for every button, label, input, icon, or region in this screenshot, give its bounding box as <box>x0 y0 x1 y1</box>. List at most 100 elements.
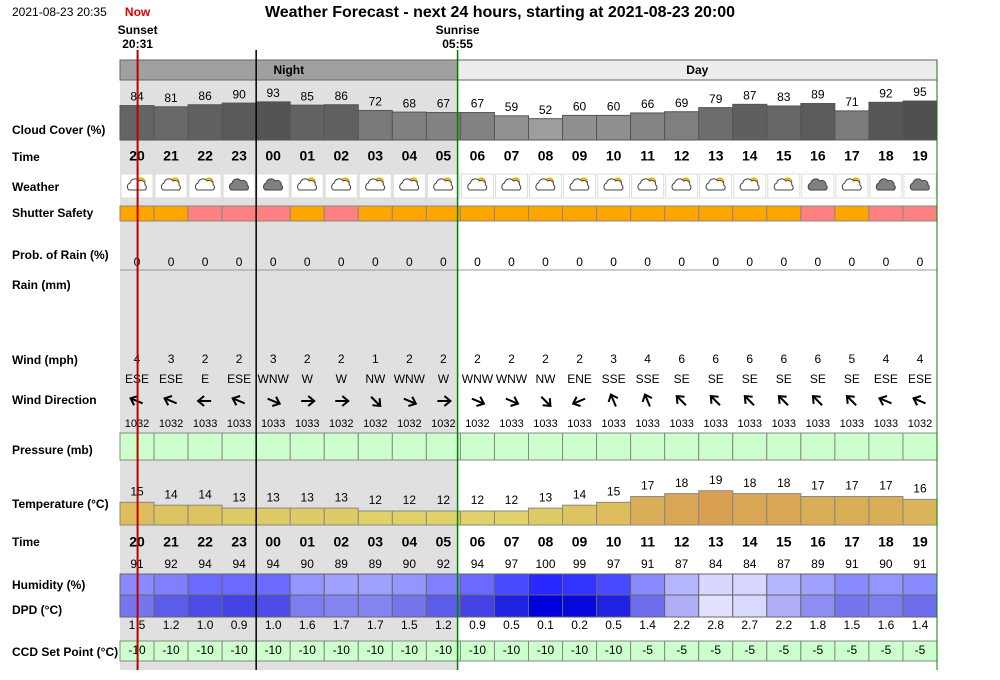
humidity-value: 94 <box>232 557 246 571</box>
weather-icon <box>563 173 597 199</box>
shutter-cell <box>357 205 393 222</box>
shutter-cell <box>425 205 461 222</box>
pressure-value: 1033 <box>193 418 217 430</box>
pressure-cell <box>630 432 666 461</box>
cloud-bar <box>528 118 564 141</box>
cloud <box>160 178 181 191</box>
arrow-head <box>129 395 139 406</box>
wind-direction: SE <box>742 372 758 386</box>
pressure-cell <box>732 432 768 461</box>
rain-prob: 0 <box>338 255 345 269</box>
dpd-cell <box>391 594 427 618</box>
pressure-cell <box>596 432 632 461</box>
wind-direction: WNW <box>394 372 426 386</box>
cloud-value: 95 <box>913 85 927 99</box>
hour: 09 <box>572 534 588 550</box>
wind-arrow <box>301 395 316 407</box>
cloud <box>229 178 249 191</box>
dpd-value: 1.0 <box>265 618 282 632</box>
hour: 12 <box>674 148 690 164</box>
arrow-shaft <box>403 397 416 405</box>
dpd-cell <box>153 594 189 618</box>
weather-icon <box>903 173 937 199</box>
cloud <box>467 178 488 191</box>
arrow-head <box>845 394 855 404</box>
humidity-cell <box>221 573 257 596</box>
cloud-value: 90 <box>232 87 246 101</box>
pressure-value: 1032 <box>159 418 183 430</box>
weather-icon <box>426 173 460 199</box>
pressure-cell <box>766 432 802 461</box>
dpd-value: 1.4 <box>912 618 929 632</box>
wind-arrow <box>196 395 212 407</box>
hour: 08 <box>538 148 554 164</box>
shutter-cell <box>800 205 836 222</box>
temp-value: 12 <box>369 493 383 507</box>
ccd-value: -5 <box>744 643 755 657</box>
hour: 00 <box>265 148 281 164</box>
weather-icon <box>256 173 290 199</box>
humidity-value: 90 <box>879 557 893 571</box>
temp-bar <box>766 493 802 526</box>
pressure-value: 1032 <box>908 418 932 430</box>
humidity-value: 87 <box>777 557 791 571</box>
hour: 19 <box>912 534 928 550</box>
shutter-cell <box>698 205 734 222</box>
hour: 23 <box>231 534 247 550</box>
dpd-cell <box>868 594 904 618</box>
wind-speed: 2 <box>202 352 209 366</box>
row-label: Cloud Cover (%) <box>12 123 105 137</box>
hour: 05 <box>436 534 452 550</box>
cloud <box>501 178 522 191</box>
weather-icon <box>222 173 256 199</box>
dpd-cell <box>902 594 938 618</box>
hour: 16 <box>810 148 826 164</box>
dpd-value: 2.2 <box>673 618 690 632</box>
cloud <box>399 178 420 191</box>
arrow-head <box>271 396 282 407</box>
arrow-shaft <box>471 397 484 405</box>
wind-direction: SE <box>844 372 860 386</box>
humidity-cell <box>732 573 768 596</box>
wind-speed: 2 <box>474 352 481 366</box>
cloud <box>705 178 726 191</box>
hour: 17 <box>844 148 860 164</box>
hour: 18 <box>878 534 894 550</box>
wind-speed: 3 <box>168 352 175 366</box>
dpd-value: 1.7 <box>333 618 350 632</box>
cloud <box>331 178 352 191</box>
ccd-value: -5 <box>710 643 721 657</box>
ccd-value: -10 <box>401 643 419 657</box>
humidity-value: 90 <box>301 557 315 571</box>
pressure-value: 1032 <box>431 418 455 430</box>
pressure-cell <box>800 432 836 461</box>
temp-value: 19 <box>709 473 723 487</box>
weather-icon <box>699 173 733 199</box>
ccd-value: -5 <box>778 643 789 657</box>
shutter-cell <box>153 205 189 222</box>
temp-value: 12 <box>437 493 451 507</box>
wind-arrow <box>505 396 520 407</box>
sunrise-label: Sunrise <box>436 23 480 37</box>
hour: 00 <box>265 534 281 550</box>
wind-arrow <box>267 396 282 407</box>
arrow-shaft <box>165 397 177 405</box>
cloud-value: 67 <box>437 97 451 111</box>
shutter-cell <box>187 205 223 222</box>
ccd-value: -10 <box>333 643 351 657</box>
shutter-cell <box>868 205 904 222</box>
row-label: Prob. of Rain (%) <box>12 248 109 262</box>
dpd-cell <box>323 594 359 618</box>
wind-speed: 6 <box>780 352 787 366</box>
shutter-cell <box>493 205 530 222</box>
grid: NightDay84818690938586726867675952606066… <box>118 5 938 670</box>
cloud-value: 85 <box>301 89 315 103</box>
dpd-cell <box>425 594 461 618</box>
arrow-shaft <box>914 397 926 405</box>
wind-arrow <box>675 394 687 406</box>
wind-direction: NW <box>536 372 557 386</box>
temp-bar <box>289 507 325 526</box>
cloud-bar <box>255 101 291 141</box>
weather-icon <box>392 173 426 199</box>
dpd-cell <box>221 594 257 618</box>
